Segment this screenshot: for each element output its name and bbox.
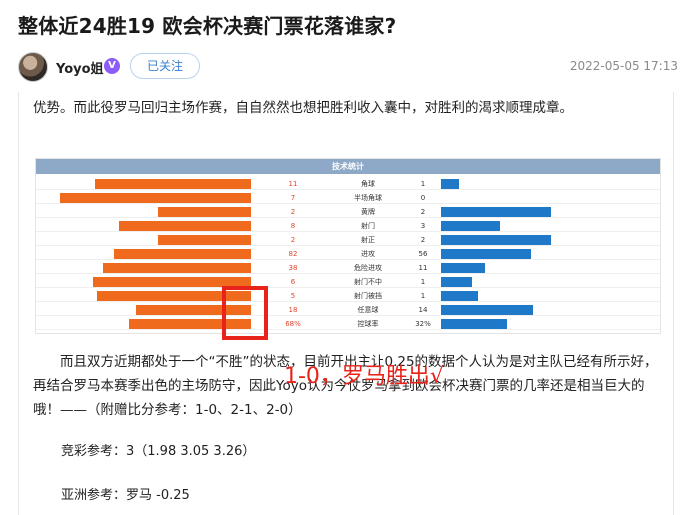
annotation-text: 1-0，罗马胜出√ bbox=[284, 364, 444, 389]
stat-row: 11 角球 1 bbox=[36, 178, 660, 190]
stat-left-bar bbox=[158, 235, 251, 245]
stat-right-value: 1 bbox=[420, 278, 426, 286]
stat-row: 5 射门被挡 1 bbox=[36, 290, 660, 302]
stat-left-bar bbox=[93, 277, 251, 287]
row-divider bbox=[36, 287, 660, 288]
stat-name: 进攻 bbox=[361, 250, 375, 258]
stat-row: 6 射门不中 1 bbox=[36, 276, 660, 288]
stat-left-bar bbox=[129, 319, 251, 329]
stat-left-bar bbox=[158, 207, 251, 217]
stat-row: 38 危险进攻 11 bbox=[36, 262, 660, 274]
row-divider bbox=[36, 301, 660, 302]
stat-name: 控球率 bbox=[357, 320, 379, 328]
stat-right-value: 0 bbox=[420, 194, 426, 202]
stat-right-value: 32% bbox=[415, 320, 431, 328]
stat-right-bar bbox=[441, 221, 500, 231]
stats-table-title: 技术统计 bbox=[36, 159, 660, 174]
stat-row: 68% 控球率 32% bbox=[36, 318, 660, 330]
stat-left-bar bbox=[114, 249, 251, 259]
stat-name: 危险进攻 bbox=[354, 264, 382, 272]
stat-left-value: 6 bbox=[290, 278, 296, 286]
stat-left-bar bbox=[97, 291, 251, 301]
stat-left-value: 18 bbox=[288, 306, 298, 314]
stat-right-value: 1 bbox=[420, 180, 426, 188]
paragraph-2-text: 而且双方近期都处于一个“不胜”的状态，目前开出主让0.25的数据个人认为是对主队… bbox=[33, 354, 658, 418]
author-row: Yoyo姐 V 已关注 2022-05-05 17:13 bbox=[18, 52, 678, 82]
row-divider bbox=[36, 217, 660, 218]
paragraph-2: 而且双方近期都处于一个“不胜”的状态，目前开出主让0.25的数据个人认为是对主队… bbox=[33, 350, 663, 422]
row-divider bbox=[36, 189, 660, 190]
stat-row: 8 射门 3 bbox=[36, 220, 660, 232]
verified-badge-icon: V bbox=[104, 58, 120, 74]
stat-row: 18 任意球 14 bbox=[36, 304, 660, 316]
stat-right-value: 2 bbox=[420, 208, 426, 216]
article-title: 整体近24胜19 欧会杯决赛门票花落谁家? bbox=[18, 14, 397, 38]
stat-name: 射门不中 bbox=[354, 278, 382, 286]
row-divider bbox=[36, 329, 660, 330]
stat-right-bar bbox=[441, 179, 459, 189]
stat-row: 2 射正 2 bbox=[36, 234, 660, 246]
stat-right-bar bbox=[441, 235, 551, 245]
asian-handicap-reference: 亚洲参考：罗马 -0.25 bbox=[61, 488, 190, 503]
stat-left-bar bbox=[136, 305, 251, 315]
stat-right-bar bbox=[441, 319, 507, 329]
stat-right-value: 14 bbox=[418, 306, 428, 314]
stat-right-value: 1 bbox=[420, 292, 426, 300]
stat-right-bar bbox=[441, 249, 531, 259]
post-date: 2022-05-05 17:13 bbox=[569, 59, 678, 73]
stat-name: 射门被挡 bbox=[354, 292, 382, 300]
stat-left-value: 68% bbox=[285, 320, 301, 328]
row-divider bbox=[36, 203, 660, 204]
stat-left-value: 2 bbox=[290, 208, 296, 216]
stat-row: 82 进攻 56 bbox=[36, 248, 660, 260]
stat-left-value: 2 bbox=[290, 236, 296, 244]
author-name[interactable]: Yoyo姐 bbox=[56, 62, 104, 77]
stat-name: 任意球 bbox=[357, 306, 379, 314]
stat-left-bar bbox=[95, 179, 251, 189]
row-divider bbox=[36, 273, 660, 274]
stat-left-value: 8 bbox=[290, 222, 296, 230]
stat-left-value: 82 bbox=[288, 250, 298, 258]
highlight-box bbox=[222, 286, 268, 340]
stat-left-bar bbox=[103, 263, 251, 273]
row-divider bbox=[36, 259, 660, 260]
stat-name: 角球 bbox=[361, 180, 375, 188]
stat-left-bar bbox=[119, 221, 251, 231]
stat-left-value: 11 bbox=[288, 180, 298, 188]
stat-left-bar bbox=[60, 193, 251, 203]
stats-table-image: 技术统计 11 角球 1 7 半场角球 0 2 黄牌 2 8 射门 3 2 射正 2 82 进攻 56 38 危险进攻… bbox=[35, 158, 661, 334]
stat-name: 黄牌 bbox=[361, 208, 375, 216]
stat-row: 7 半场角球 0 bbox=[36, 192, 660, 204]
article-body: 优势。而此役罗马回归主场作赛，自自然然也想把胜利收入囊中，对胜利的渴求顺理成章。… bbox=[18, 92, 674, 515]
stat-right-value: 11 bbox=[418, 264, 428, 272]
stat-right-bar bbox=[441, 305, 533, 315]
stat-right-bar bbox=[441, 277, 472, 287]
stat-left-value: 38 bbox=[288, 264, 298, 272]
row-divider bbox=[36, 231, 660, 232]
lottery-reference: 竞彩参考：3（1.98 3.05 3.26） bbox=[61, 444, 256, 459]
stat-right-bar bbox=[441, 263, 485, 273]
row-divider bbox=[36, 245, 660, 246]
stat-name: 射门 bbox=[361, 222, 375, 230]
follow-button[interactable]: 已关注 bbox=[130, 53, 200, 79]
stat-row: 2 黄牌 2 bbox=[36, 206, 660, 218]
stat-left-value: 7 bbox=[290, 194, 296, 202]
stat-name: 射正 bbox=[361, 236, 375, 244]
stat-right-value: 3 bbox=[420, 222, 426, 230]
stat-name: 半场角球 bbox=[354, 194, 382, 202]
stat-left-value: 5 bbox=[290, 292, 296, 300]
stat-right-value: 2 bbox=[420, 236, 426, 244]
stat-right-bar bbox=[441, 207, 551, 217]
paragraph-1: 优势。而此役罗马回归主场作赛，自自然然也想把胜利收入囊中，对胜利的渴求顺理成章。 bbox=[33, 100, 573, 116]
stat-right-bar bbox=[441, 291, 478, 301]
row-divider bbox=[36, 315, 660, 316]
avatar[interactable] bbox=[18, 52, 48, 82]
stat-right-value: 56 bbox=[418, 250, 428, 258]
